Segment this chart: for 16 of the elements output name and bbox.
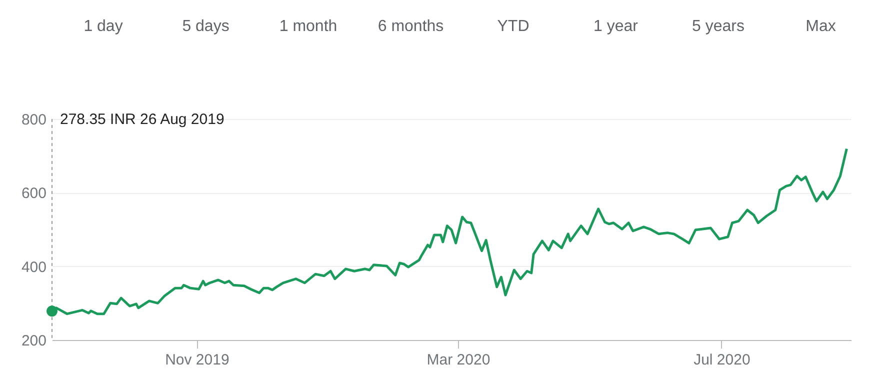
annotation: 278.35 INR 26 Aug 2019: [60, 111, 224, 128]
text: 6 months: [378, 18, 444, 35]
text: 5 years: [692, 18, 744, 35]
text: 1 month: [279, 18, 338, 35]
text: YTD: [497, 18, 530, 35]
x-tick-label: Mar 2020: [426, 352, 490, 368]
text: Max: [806, 18, 836, 35]
y-tick-label: 400: [21, 258, 46, 276]
y-tick-label: 600: [21, 185, 46, 202]
x-tick-label: Nov 2019: [165, 352, 230, 368]
y-tick-label: 200: [21, 332, 46, 350]
x-tick-label: Jul 2020: [694, 352, 750, 368]
text: 5 days: [182, 18, 230, 35]
text: 1 day: [84, 18, 123, 35]
y-tick-label: 800: [21, 112, 46, 128]
text: 1 year: [594, 18, 639, 35]
